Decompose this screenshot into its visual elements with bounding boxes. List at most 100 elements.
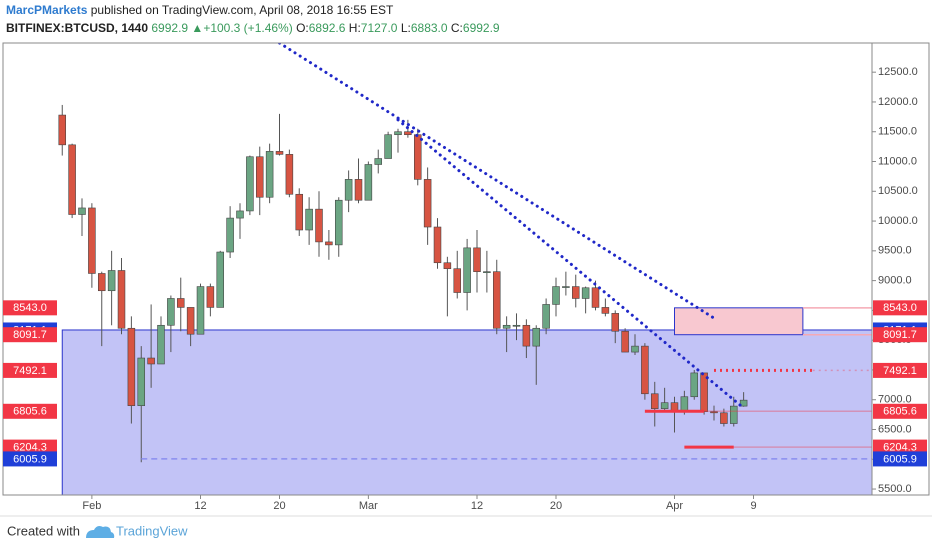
candle-body	[206, 286, 215, 308]
candle-body	[443, 262, 452, 270]
l-label: L:	[401, 21, 411, 35]
o-label: O:	[296, 21, 309, 35]
level-tag	[873, 439, 927, 455]
candle-body	[650, 393, 659, 409]
candle-body	[562, 286, 570, 288]
y-tick-label: 12500.0	[878, 66, 918, 78]
candle-body	[127, 327, 136, 406]
arrow: ▲	[191, 21, 203, 35]
candle-body	[492, 271, 501, 329]
candle-body	[739, 399, 748, 407]
level-label: 6805.6	[13, 406, 47, 418]
candle-body	[591, 287, 600, 308]
h: 7127.0	[361, 21, 398, 35]
logo[interactable]: TradingView	[86, 523, 188, 538]
level-tag	[873, 403, 927, 419]
candle-body	[226, 217, 234, 253]
level-label: 8543.0	[883, 302, 917, 314]
o: 6892.6	[309, 21, 346, 35]
plot-area	[58, 43, 872, 495]
level-tag	[873, 362, 927, 378]
candle-body	[186, 307, 195, 335]
x-tick-label: Apr	[666, 500, 683, 512]
level-tag	[3, 451, 57, 467]
c: 6992.9	[463, 21, 500, 35]
candle-body	[413, 134, 422, 180]
level-tag	[873, 451, 927, 467]
header-line: MarcPMarkets published on TradingView.co…	[6, 3, 394, 17]
x-tick-label: 12	[194, 500, 206, 512]
candle-body	[196, 286, 205, 335]
level-label: 8091.7	[883, 329, 917, 341]
candle-body	[374, 158, 383, 165]
candle-body	[364, 164, 373, 201]
level-label: 6005.9	[883, 453, 917, 465]
level-tag	[873, 327, 927, 343]
candle-body	[601, 307, 610, 314]
level-tag	[3, 362, 57, 378]
level-label: 6005.9	[13, 453, 47, 465]
candle-body	[275, 151, 284, 155]
level-label: 7492.1	[13, 365, 47, 377]
candle-body	[78, 207, 86, 215]
candle-body	[334, 199, 343, 246]
candle-body	[68, 144, 76, 215]
created-with: Created with	[7, 523, 80, 538]
zone	[61, 329, 872, 495]
axes: 5500.06000.06500.07000.07500.08000.08500…	[3, 66, 927, 512]
level-label: 6204.3	[13, 442, 47, 454]
trendline	[396, 118, 746, 410]
candle-body	[680, 396, 689, 412]
y-tick-label: 11500.0	[878, 126, 917, 138]
y-tick-label: 12000.0	[878, 96, 918, 108]
author[interactable]: MarcPMarkets	[6, 3, 88, 17]
candle-body	[423, 179, 432, 228]
candle-body	[305, 208, 313, 231]
candle-body	[236, 210, 244, 219]
candle-body	[285, 154, 294, 195]
candle-body	[729, 405, 738, 424]
candle-body	[571, 286, 580, 299]
candle-body	[97, 273, 106, 292]
candle-body	[483, 271, 491, 273]
y-tick-label: 5500.0	[878, 483, 912, 495]
brand[interactable]: TradingView	[116, 523, 188, 538]
candle-body	[295, 193, 304, 231]
level-tag	[873, 300, 927, 316]
candle-body	[354, 179, 363, 201]
candle-body	[522, 324, 531, 347]
candle-body	[720, 412, 728, 424]
candle-body	[384, 134, 392, 159]
candle-body	[107, 270, 116, 292]
candle-body	[502, 324, 511, 329]
level-tag	[3, 327, 57, 343]
logo-icon[interactable]	[86, 526, 115, 538]
symbol-line: BITFINEX:BTCUSD, 1440 6992.9 ▲+100.3 (+1…	[6, 21, 500, 35]
x-tick-label: Mar	[359, 500, 378, 512]
x-tick-label: 20	[273, 500, 285, 512]
candle-body	[453, 268, 462, 293]
published: published on TradingView.com, April 08, …	[91, 3, 394, 17]
candle-body	[641, 345, 649, 395]
candle-body	[325, 241, 333, 246]
level-label: 8543.0	[13, 302, 47, 314]
candle-body	[344, 179, 353, 201]
x-tick-label: 20	[550, 500, 562, 512]
candle-body	[394, 131, 402, 136]
x-tick-label: Feb	[82, 500, 101, 512]
zone-box	[674, 307, 804, 336]
y-tick-label: 6500.0	[878, 423, 912, 435]
x-tick-label: 12	[471, 500, 483, 512]
candle-body	[621, 330, 629, 353]
price-axis-frame	[871, 42, 930, 496]
candle-body	[710, 411, 718, 414]
candle-body	[611, 313, 620, 332]
candle-body	[167, 298, 175, 326]
candle-body	[512, 324, 521, 327]
candle-body	[176, 298, 185, 308]
trendline	[278, 43, 716, 320]
change: +100.3 (+1.46%)	[203, 21, 292, 35]
candle-body	[117, 270, 126, 329]
symbol: BITFINEX:BTCUSD, 1440	[6, 21, 148, 35]
